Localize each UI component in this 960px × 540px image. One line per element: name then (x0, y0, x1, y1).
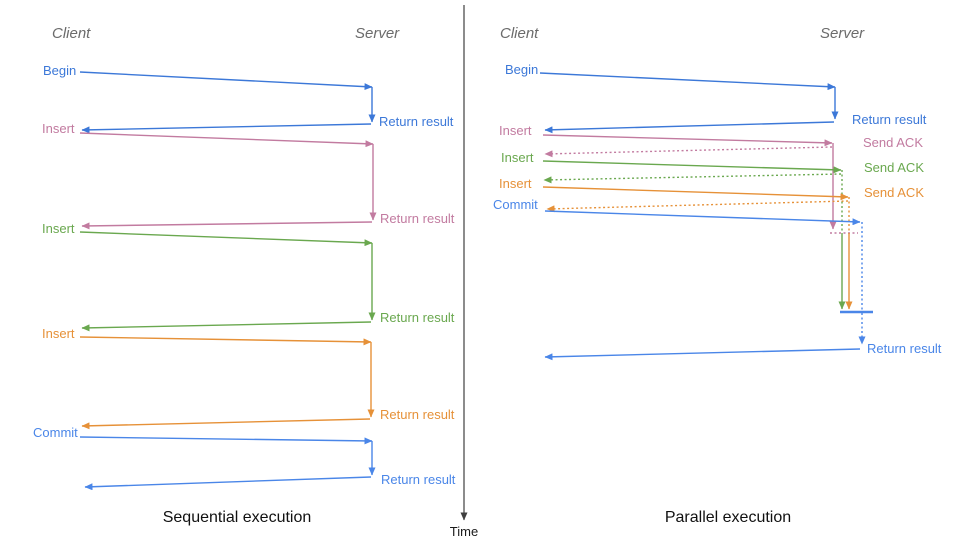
parallel-insert3-ack (546, 200, 849, 213)
parallel-begin-label: Begin (505, 62, 538, 77)
parallel-insert2-ack-label: Send ACK (864, 160, 924, 175)
parallel-commit-return-label: Return result (867, 341, 942, 356)
time-axis-label: Time (450, 524, 478, 539)
parallel-insert1-label: Insert (499, 123, 532, 138)
sequential-insert3-return-label: Return result (380, 407, 455, 422)
sequential-insert2-response (81, 321, 372, 332)
sequential-begin-return-label: Return result (379, 114, 454, 129)
parallel-insert1-request (542, 134, 833, 147)
sequential-commit-request (79, 436, 373, 445)
sequential-client-header: Client (52, 25, 91, 42)
parallel-insert3-request (542, 186, 849, 201)
parallel-insert1-ack-label: Send ACK (863, 135, 923, 150)
sequential-commit-return-label: Return result (381, 472, 456, 487)
sequential-server-header: Server (355, 25, 400, 42)
parallel-insert2-label: Insert (501, 150, 534, 165)
sequential-insert2-return-label: Return result (380, 310, 455, 325)
parallel-commit-request (544, 210, 861, 226)
parallel-commit-label: Commit (493, 197, 538, 212)
parallel-begin-request (539, 72, 836, 91)
sequential-insert1-request (79, 132, 374, 148)
parallel-client-header: Client (500, 25, 539, 42)
parallel-insert3-ack-label: Send ACK (864, 185, 924, 200)
sequential-title: Sequential execution (163, 509, 312, 526)
parallel-insert2-ack (543, 173, 842, 184)
sequential-begin-response (81, 123, 372, 134)
sequential-insert2-request (79, 231, 373, 247)
sequential-insert3-label: Insert (42, 326, 75, 341)
sequential-insert1-label: Insert (42, 121, 75, 136)
sequential-insert3-request (79, 336, 372, 346)
parallel-title: Parallel execution (665, 509, 791, 526)
sequential-begin-label: Begin (43, 63, 76, 78)
parallel-server-header: Server (820, 25, 865, 42)
sequential-commit-response (84, 476, 372, 491)
sequential-commit-label: Commit (33, 425, 78, 440)
sequential-insert1-response (81, 221, 373, 230)
parallel-insert1-ack (544, 146, 833, 158)
sequential-insert2-label: Insert (42, 221, 75, 236)
parallel-commit-response (544, 348, 861, 361)
parallel-begin-return-label: Return result (852, 112, 927, 127)
parallel-insert3-label: Insert (499, 176, 532, 191)
sequential-begin-request (79, 71, 373, 91)
parallel-begin-response (544, 121, 835, 134)
parallel-insert2-request (542, 160, 842, 174)
sequential-insert1-return-label: Return result (380, 211, 455, 226)
sequential-insert3-response (81, 418, 371, 430)
